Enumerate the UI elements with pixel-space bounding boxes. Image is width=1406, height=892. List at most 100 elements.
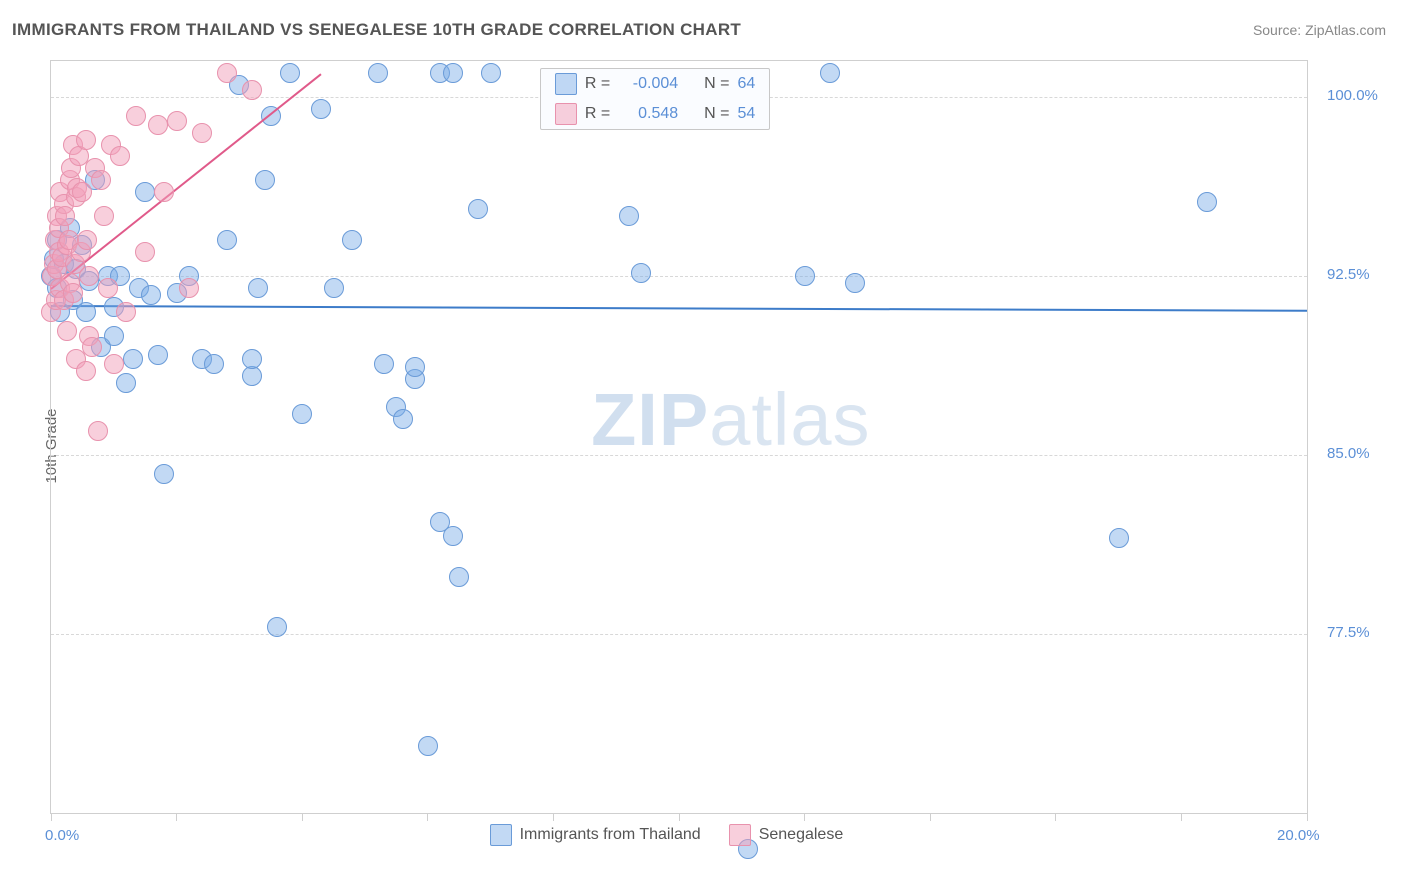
data-point <box>405 357 425 377</box>
legend-r-value: 0.548 <box>618 105 678 123</box>
data-point <box>82 337 102 357</box>
stats-legend: R =-0.004N =64R =0.548N =54 <box>540 68 770 130</box>
x-tick-mark <box>302 813 303 821</box>
source-label: Source: ZipAtlas.com <box>1253 22 1386 38</box>
y-tick-label: 77.5% <box>1327 624 1370 641</box>
gridline-h <box>51 455 1307 456</box>
data-point <box>1109 528 1129 548</box>
data-point <box>292 404 312 424</box>
legend-swatch <box>490 824 512 846</box>
gridline-h <box>51 276 1307 277</box>
legend-swatch <box>555 73 577 95</box>
data-point <box>135 242 155 262</box>
legend-stat-row: R = -0.004 N = 64 <box>541 69 769 99</box>
data-point <box>248 278 268 298</box>
legend-n-label: N = <box>704 75 729 93</box>
data-point <box>820 63 840 83</box>
data-point <box>179 278 199 298</box>
data-point <box>192 123 212 143</box>
y-tick-label: 85.0% <box>1327 445 1370 462</box>
legend-r-value: -0.004 <box>618 75 678 93</box>
data-point <box>79 266 99 286</box>
data-point <box>77 230 97 250</box>
data-point <box>167 111 187 131</box>
data-point <box>63 283 83 303</box>
data-point <box>267 617 287 637</box>
legend-r-label: R = <box>585 105 610 123</box>
data-point <box>443 526 463 546</box>
y-tick-label: 92.5% <box>1327 266 1370 283</box>
data-point <box>94 206 114 226</box>
bottom-legend-label: Senegalese <box>759 826 844 844</box>
x-tick-mark <box>553 813 554 821</box>
legend-n-value: 54 <box>738 105 756 123</box>
legend-n-value: 64 <box>738 75 756 93</box>
data-point <box>104 354 124 374</box>
x-tick-mark <box>930 813 931 821</box>
data-point <box>148 345 168 365</box>
x-tick-mark <box>804 813 805 821</box>
data-point <box>88 421 108 441</box>
data-point <box>116 302 136 322</box>
data-point <box>76 302 96 322</box>
x-tick-mark <box>1055 813 1056 821</box>
data-point <box>55 206 75 226</box>
legend-swatch <box>729 824 751 846</box>
data-point <box>154 464 174 484</box>
data-point <box>443 63 463 83</box>
data-point <box>342 230 362 250</box>
data-point <box>368 63 388 83</box>
watermark-atlas: atlas <box>709 378 870 461</box>
data-point <box>154 182 174 202</box>
watermark-zip: ZIP <box>591 378 709 461</box>
regression-line <box>51 305 1307 312</box>
gridline-h <box>51 634 1307 635</box>
x-min-label: 0.0% <box>45 827 79 844</box>
data-point <box>148 115 168 135</box>
x-tick-mark <box>51 813 52 821</box>
data-point <box>374 354 394 374</box>
data-point <box>72 182 92 202</box>
data-point <box>135 182 155 202</box>
data-point <box>280 63 300 83</box>
series-legend: Immigrants from Thailand Senegalese <box>490 824 844 846</box>
data-point <box>324 278 344 298</box>
watermark: ZIPatlas <box>591 377 870 462</box>
data-point <box>418 736 438 756</box>
legend-stat-row: R =0.548N =54 <box>541 99 769 129</box>
data-point <box>217 230 237 250</box>
x-tick-mark <box>1307 813 1308 821</box>
chart-container: IMMIGRANTS FROM THAILAND VS SENEGALESE 1… <box>0 0 1406 892</box>
data-point <box>76 361 96 381</box>
x-tick-mark <box>176 813 177 821</box>
plot-area: ZIPatlas 77.5%85.0%92.5%100.0%0.0%20.0% <box>50 60 1308 814</box>
bottom-legend-label: Immigrants from Thailand <box>520 826 701 844</box>
data-point <box>126 106 146 126</box>
legend-r-label: R = <box>585 75 610 93</box>
x-tick-mark <box>679 813 680 821</box>
data-point <box>104 326 124 346</box>
bottom-legend-item: Senegalese <box>729 824 844 846</box>
data-point <box>631 263 651 283</box>
data-point <box>57 321 77 341</box>
data-point <box>468 199 488 219</box>
y-tick-label: 100.0% <box>1327 87 1378 104</box>
bottom-legend-item: Immigrants from Thailand <box>490 824 701 846</box>
legend-swatch <box>555 103 577 125</box>
data-point <box>98 278 118 298</box>
x-tick-mark <box>427 813 428 821</box>
data-point <box>204 354 224 374</box>
data-point <box>110 146 130 166</box>
data-point <box>449 567 469 587</box>
data-point <box>795 266 815 286</box>
data-point <box>217 63 237 83</box>
data-point <box>242 349 262 369</box>
data-point <box>242 80 262 100</box>
data-point <box>311 99 331 119</box>
x-max-label: 20.0% <box>1277 827 1320 844</box>
data-point <box>76 130 96 150</box>
data-point <box>619 206 639 226</box>
chart-title: IMMIGRANTS FROM THAILAND VS SENEGALESE 1… <box>12 20 741 40</box>
data-point <box>845 273 865 293</box>
data-point <box>481 63 501 83</box>
